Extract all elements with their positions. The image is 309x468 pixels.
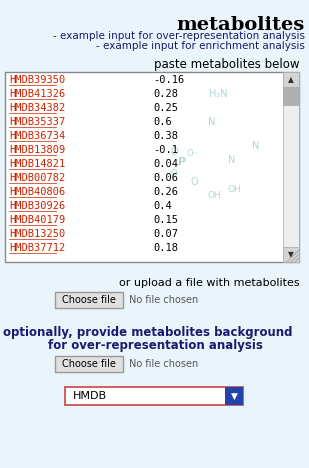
Text: HMDB36734: HMDB36734 — [9, 131, 65, 141]
Text: P: P — [178, 157, 186, 167]
Text: OH: OH — [207, 191, 221, 200]
Text: No file chosen: No file chosen — [129, 359, 198, 369]
Bar — [283, 72, 299, 262]
Text: HMDB: HMDB — [73, 391, 107, 401]
Text: N: N — [228, 155, 236, 165]
Text: O⁻: O⁻ — [187, 149, 197, 159]
Text: ▲: ▲ — [288, 75, 294, 84]
Text: HMDB40179: HMDB40179 — [9, 215, 65, 225]
Text: paste metabolites below: paste metabolites below — [154, 58, 300, 71]
Text: 0.04: 0.04 — [153, 159, 178, 169]
Text: - example input for enrichment analysis: - example input for enrichment analysis — [96, 41, 305, 51]
Text: HMDB41326: HMDB41326 — [9, 89, 65, 99]
Text: 0.28: 0.28 — [153, 89, 178, 99]
Text: ▼: ▼ — [288, 250, 294, 259]
Bar — [283, 247, 299, 262]
Text: O⁻: O⁻ — [171, 169, 181, 178]
Text: 0.26: 0.26 — [153, 187, 178, 197]
Text: HMDB40806: HMDB40806 — [9, 187, 65, 197]
Text: HMDB14821: HMDB14821 — [9, 159, 65, 169]
Text: HMDB00782: HMDB00782 — [9, 173, 65, 183]
Text: or upload a file with metabolites: or upload a file with metabolites — [119, 278, 300, 288]
Text: 0.4: 0.4 — [153, 201, 172, 211]
Text: 0.38: 0.38 — [153, 131, 178, 141]
Text: HMDB13250: HMDB13250 — [9, 229, 65, 239]
Text: H₂N: H₂N — [209, 89, 227, 99]
Text: N: N — [208, 117, 216, 127]
Bar — [283, 72, 299, 87]
Text: 0.25: 0.25 — [153, 103, 178, 113]
Text: HMDB35337: HMDB35337 — [9, 117, 65, 127]
Text: HMDB39350: HMDB39350 — [9, 75, 65, 85]
Text: -0.16: -0.16 — [153, 75, 184, 85]
Text: Choose file: Choose file — [62, 359, 116, 369]
Text: -0.1: -0.1 — [153, 145, 178, 155]
Bar — [55, 356, 123, 372]
Text: OH: OH — [227, 185, 241, 195]
Text: No file chosen: No file chosen — [129, 295, 198, 305]
Text: 0.06: 0.06 — [153, 173, 178, 183]
Text: for over-representation analysis: for over-representation analysis — [48, 339, 262, 352]
Text: HMDB30926: HMDB30926 — [9, 201, 65, 211]
Text: 0.15: 0.15 — [153, 215, 178, 225]
Bar — [5, 72, 299, 262]
Text: 0.6: 0.6 — [153, 117, 172, 127]
Text: 0.18: 0.18 — [153, 243, 178, 253]
Bar — [225, 387, 243, 405]
Text: - example input for over-representation analysis: - example input for over-representation … — [53, 31, 305, 41]
Text: optionally, provide metabolites background: optionally, provide metabolites backgrou… — [3, 326, 293, 339]
Text: O: O — [190, 177, 198, 187]
Text: N: N — [252, 141, 260, 151]
Text: HMDB13809: HMDB13809 — [9, 145, 65, 155]
Bar — [65, 387, 243, 405]
Text: metabolites: metabolites — [177, 16, 305, 34]
Text: HMDB34382: HMDB34382 — [9, 103, 65, 113]
Bar — [283, 87, 299, 105]
Bar — [55, 292, 123, 308]
Text: O: O — [170, 147, 178, 157]
Text: HMDB37712: HMDB37712 — [9, 243, 65, 253]
Text: Choose file: Choose file — [62, 295, 116, 305]
Text: ▼: ▼ — [231, 392, 237, 401]
Text: 0.07: 0.07 — [153, 229, 178, 239]
